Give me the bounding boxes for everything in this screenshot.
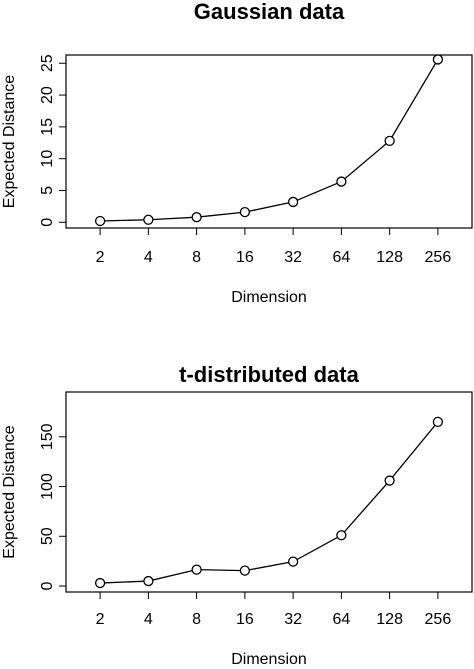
x-tick-label: 64 — [332, 249, 350, 266]
y-tick-label: 5 — [39, 186, 56, 195]
x-tick-label: 128 — [376, 249, 403, 266]
x-tick-label: 64 — [332, 611, 350, 628]
data-point — [191, 212, 202, 223]
data-point — [432, 54, 444, 65]
x-tick-label: 32 — [284, 249, 302, 266]
y-tick-label: 10 — [39, 150, 56, 168]
data-point — [143, 214, 154, 225]
x-axis-label: Dimension — [231, 289, 307, 306]
y-tick-label: 0 — [39, 218, 56, 227]
x-tick-label: 16 — [236, 249, 254, 266]
x-tick-label: 128 — [376, 611, 403, 628]
y-tick-label: 15 — [39, 118, 56, 136]
x-tick-label: 8 — [192, 611, 201, 628]
data-point — [287, 556, 299, 567]
plot-box — [65, 54, 473, 229]
data-line — [100, 421, 439, 584]
data-point — [384, 135, 395, 147]
data-point — [239, 206, 251, 218]
x-tick-label: 32 — [284, 611, 302, 628]
plot-box — [65, 391, 473, 593]
y-tick-label: 20 — [39, 86, 56, 104]
x-tick-label: 16 — [236, 611, 254, 628]
x-tick-label: 2 — [96, 249, 105, 266]
chart-title: Gaussian data — [194, 0, 345, 24]
y-axis-label: Expected Distance — [1, 425, 18, 559]
y-tick-label: 50 — [39, 527, 56, 545]
x-tick-label: 256 — [425, 249, 452, 266]
data-point — [384, 475, 395, 486]
data-point — [336, 530, 347, 541]
data-point — [287, 196, 299, 208]
x-tick-label: 4 — [144, 611, 153, 628]
x-tick-label: 2 — [96, 611, 105, 628]
y-tick-label: 0 — [39, 581, 56, 590]
y-axis-label: Expected Distance — [1, 75, 18, 209]
chart-title: t-distributed data — [179, 362, 359, 387]
x-tick-label: 4 — [144, 249, 153, 266]
data-point — [94, 215, 106, 227]
data-line — [100, 59, 439, 222]
data-point — [191, 564, 202, 575]
y-tick-label: 25 — [39, 54, 56, 72]
y-tick-label: 100 — [39, 473, 56, 500]
y-tick-label: 150 — [39, 423, 56, 450]
data-point — [94, 577, 106, 589]
x-tick-label: 256 — [425, 611, 452, 628]
x-axis-label: Dimension — [231, 651, 307, 668]
data-point — [432, 416, 444, 428]
data-point — [336, 176, 347, 187]
data-point — [239, 565, 251, 576]
data-point — [143, 575, 154, 587]
x-tick-label: 8 — [192, 249, 201, 266]
